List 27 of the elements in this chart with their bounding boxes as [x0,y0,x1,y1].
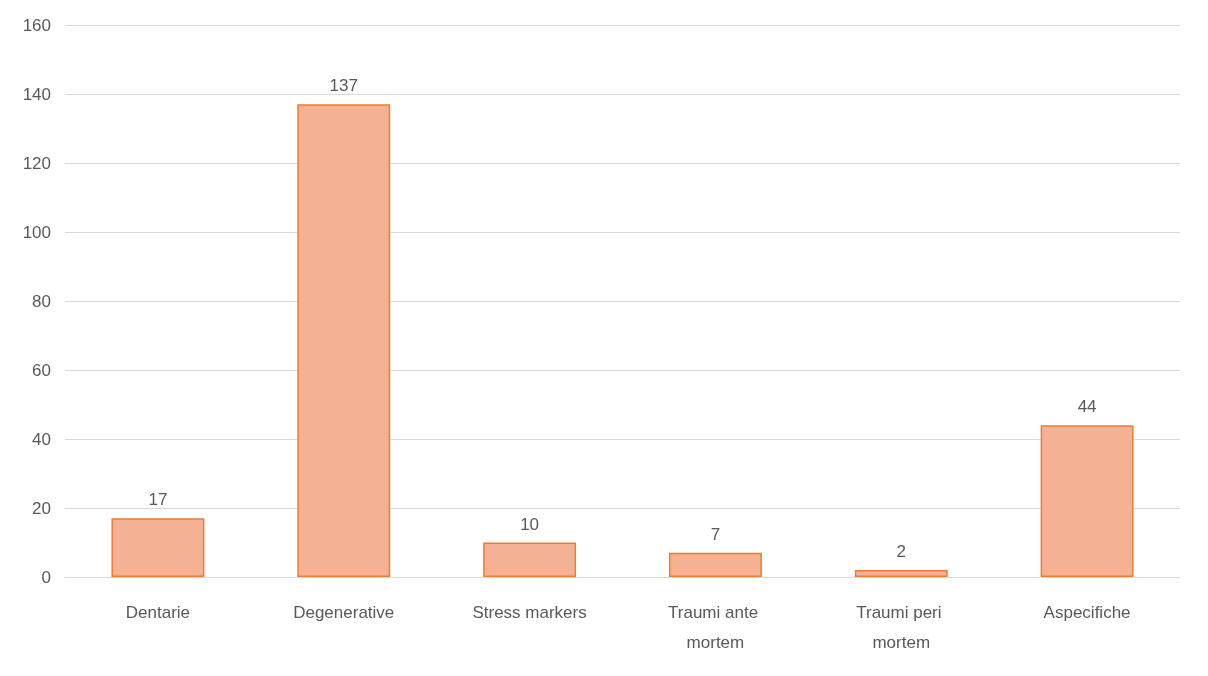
data-label: 7 [710,524,721,544]
bar [668,552,762,577]
y-tick-label: 20 [32,498,51,518]
x-tick-label: Degenerative [293,602,395,622]
data-label: 44 [1077,397,1097,417]
x-tick-label: Stress markers [472,602,587,622]
x-tick-label: Dentarie [125,602,191,622]
bar [111,518,205,577]
bar [297,104,391,577]
bar [1040,425,1134,577]
y-tick-label: 140 [22,84,51,104]
y-tick-label: 80 [32,291,51,311]
x-tick-label: Aspecifiche [1043,602,1131,622]
data-label: 17 [148,490,168,510]
y-tick-label: 40 [32,429,51,449]
y-tick-label: 100 [22,222,51,242]
y-tick-label: 60 [32,360,51,380]
bar [854,570,948,577]
y-tick-label: 160 [22,15,51,35]
y-tick-label: 0 [41,567,51,587]
data-label: 10 [520,514,540,534]
x-tick-label: Traumi ante mortem [668,602,763,652]
data-label: 137 [329,76,358,96]
data-label: 2 [896,542,906,562]
bar [483,542,577,577]
y-tick-label: 120 [22,153,51,173]
x-tick-label: Traumi peri mortem [856,602,947,652]
